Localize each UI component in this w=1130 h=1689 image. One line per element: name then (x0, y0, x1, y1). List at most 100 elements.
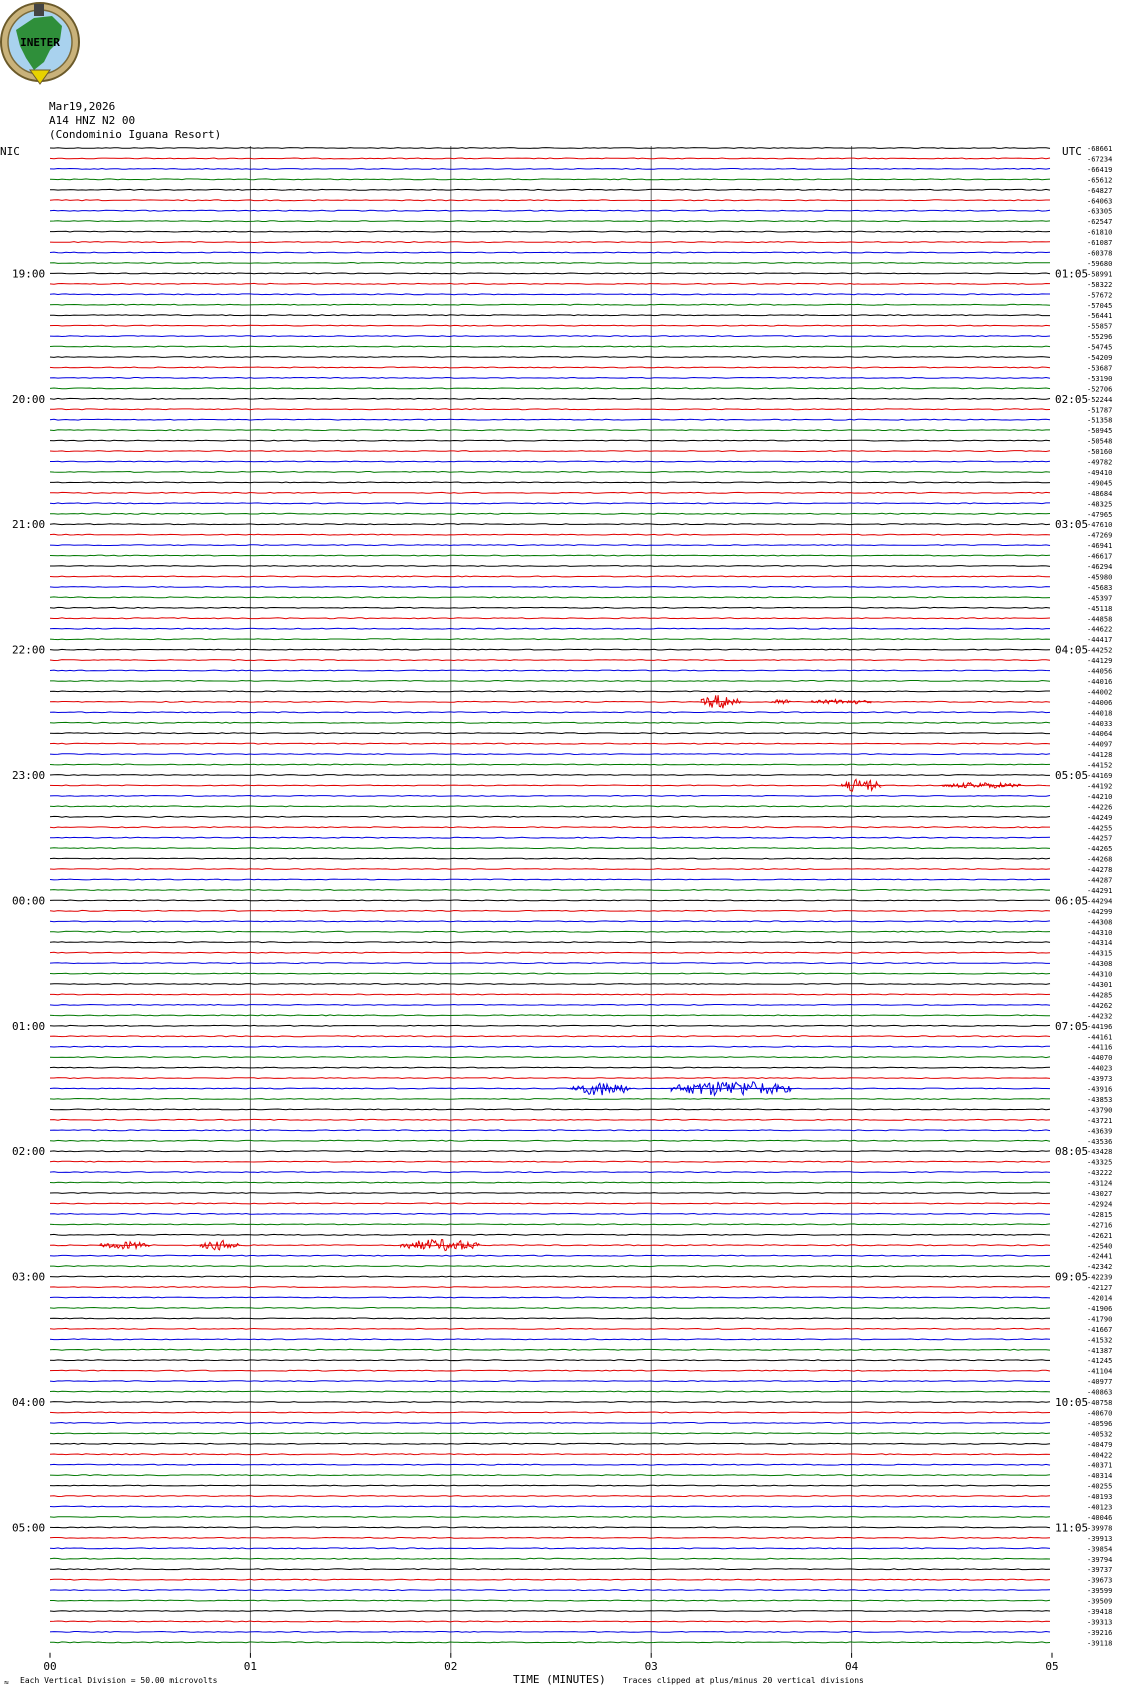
trace-line-118 (49, 1380, 1051, 1383)
trace-offset-label: -46941 (1087, 542, 1112, 550)
left-hour-label: 19:00 (12, 267, 45, 280)
trace-offset-label: -58322 (1087, 281, 1112, 289)
seismic-event-9 (400, 1238, 481, 1252)
trace-offset-label: -44129 (1087, 657, 1112, 665)
footer-scale-text: Each Vertical Division = 50.00 microvolt… (20, 1676, 218, 1685)
trace-offset-label: -40670 (1087, 1409, 1112, 1417)
header-station: A14 HNZ N2 00 (49, 114, 135, 127)
trace-line-29 (49, 450, 1051, 453)
trace-offset-label: -54745 (1087, 344, 1112, 352)
trace-line-59 (49, 763, 1051, 766)
trace-line-129 (49, 1495, 1051, 1498)
trace-offset-label: -40255 (1087, 1483, 1112, 1491)
trace-offset-label: -45397 (1087, 594, 1112, 602)
trace-offset-label: -44169 (1087, 772, 1112, 780)
trace-offset-label: -44314 (1087, 939, 1112, 947)
trace-line-126 (49, 1463, 1051, 1466)
trace-line-26 (49, 418, 1051, 421)
trace-line-63 (49, 805, 1051, 808)
trace-offset-label: -44249 (1087, 814, 1112, 822)
trace-offset-label: -44265 (1087, 845, 1112, 853)
trace-offset-label: -45118 (1087, 605, 1112, 613)
trace-line-117 (49, 1369, 1051, 1372)
trace-offset-label: -44023 (1087, 1065, 1112, 1073)
trace-line-46 (49, 627, 1050, 630)
trace-line-11 (49, 261, 1050, 264)
trace-offset-label: -42716 (1087, 1221, 1112, 1229)
x-axis-title: TIME (MINUTES) (513, 1673, 606, 1686)
trace-line-141 (49, 1620, 1051, 1623)
trace-offset-label: -68661 (1087, 145, 1112, 153)
trace-offset-label: -44210 (1087, 793, 1112, 801)
left-hour-label: 20:00 (12, 393, 45, 406)
trace-offset-label: -42127 (1087, 1284, 1112, 1292)
trace-line-114 (49, 1338, 1051, 1341)
trace-line-48 (49, 648, 1051, 651)
trace-offset-label: -42621 (1087, 1232, 1112, 1240)
trace-offset-label: -46294 (1087, 563, 1112, 571)
left-hour-label: 03:00 (12, 1271, 45, 1284)
trace-offset-label: -43853 (1087, 1096, 1112, 1104)
trace-offset-label: -43790 (1087, 1106, 1112, 1114)
right-hour-label: 07:05 (1055, 1020, 1088, 1033)
trace-line-36 (49, 523, 1051, 526)
trace-line-131 (49, 1515, 1051, 1518)
trace-line-13 (49, 282, 1051, 285)
trace-line-42 (49, 585, 1051, 588)
trace-offset-label: -39978 (1087, 1524, 1112, 1532)
trace-line-35 (50, 512, 1051, 515)
trace-offset-label: -52706 (1087, 385, 1112, 393)
x-tick-label: 01 (244, 1660, 257, 1673)
trace-offset-label: -47610 (1087, 521, 1112, 529)
trace-line-21 (49, 366, 1051, 369)
trace-offset-label: -49782 (1087, 459, 1112, 467)
trace-offset-label: -44287 (1087, 877, 1112, 885)
trace-offset-label: -43325 (1087, 1159, 1112, 1167)
trace-line-82 (49, 1003, 1051, 1006)
trace-offset-label: -57045 (1087, 302, 1112, 310)
trace-line-18 (49, 335, 1051, 338)
trace-line-124 (50, 1442, 1051, 1445)
seismic-event-3 (841, 778, 882, 793)
trace-offset-label: -44002 (1087, 688, 1112, 696)
trace-offset-labels: -68661 -67234 -66419 -65612 -64827 -64063 -633… (1087, 145, 1112, 1647)
trace-offset-label: -44285 (1087, 991, 1112, 999)
trace-offset-label: -45683 (1087, 584, 1112, 592)
trace-line-72 (49, 899, 1051, 902)
trace-line-104 (49, 1233, 1051, 1236)
x-tick-label: 05 (1045, 1660, 1058, 1673)
trace-offset-label: -44291 (1087, 887, 1112, 895)
trace-line-64 (49, 815, 1051, 818)
left-timezone-label: NIC (0, 145, 20, 158)
trace-line-14 (49, 293, 1050, 296)
trace-offset-label: -63305 (1087, 208, 1112, 216)
trace-offset-label: -39509 (1087, 1598, 1112, 1606)
trace-offset-label: -43721 (1087, 1117, 1112, 1125)
trace-line-22 (49, 376, 1051, 379)
trace-offset-label: -65612 (1087, 176, 1112, 184)
right-hour-label: 10:05 (1055, 1396, 1088, 1409)
trace-offset-label: -55296 (1087, 333, 1112, 341)
trace-offset-label: -42924 (1087, 1200, 1112, 1208)
trace-offset-label: -47965 (1087, 511, 1112, 519)
trace-line-95 (49, 1139, 1051, 1142)
left-hour-label: 23:00 (12, 769, 45, 782)
seismic-event-1 (770, 699, 791, 705)
trace-offset-label: -55857 (1087, 323, 1112, 331)
trace-line-30 (50, 460, 1051, 463)
trace-line-23 (49, 387, 1051, 390)
trace-offset-label: -44308 (1087, 918, 1112, 926)
trace-line-98 (49, 1171, 1051, 1174)
left-hour-label: 04:00 (12, 1396, 45, 1409)
seismic-events (99, 695, 1022, 1252)
trace-line-40 (50, 565, 1051, 567)
trace-offset-label: -44252 (1087, 647, 1112, 655)
trace-offset-label: -44294 (1087, 897, 1112, 905)
trace-offset-label: -40123 (1087, 1504, 1112, 1512)
trace-line-136 (50, 1568, 1051, 1571)
right-hour-label: 09:05 (1055, 1271, 1088, 1284)
trace-line-121 (49, 1411, 1051, 1414)
seismic-event-6 (670, 1081, 792, 1097)
right-hour-label: 11:05 (1055, 1521, 1088, 1534)
trace-line-123 (49, 1432, 1051, 1435)
